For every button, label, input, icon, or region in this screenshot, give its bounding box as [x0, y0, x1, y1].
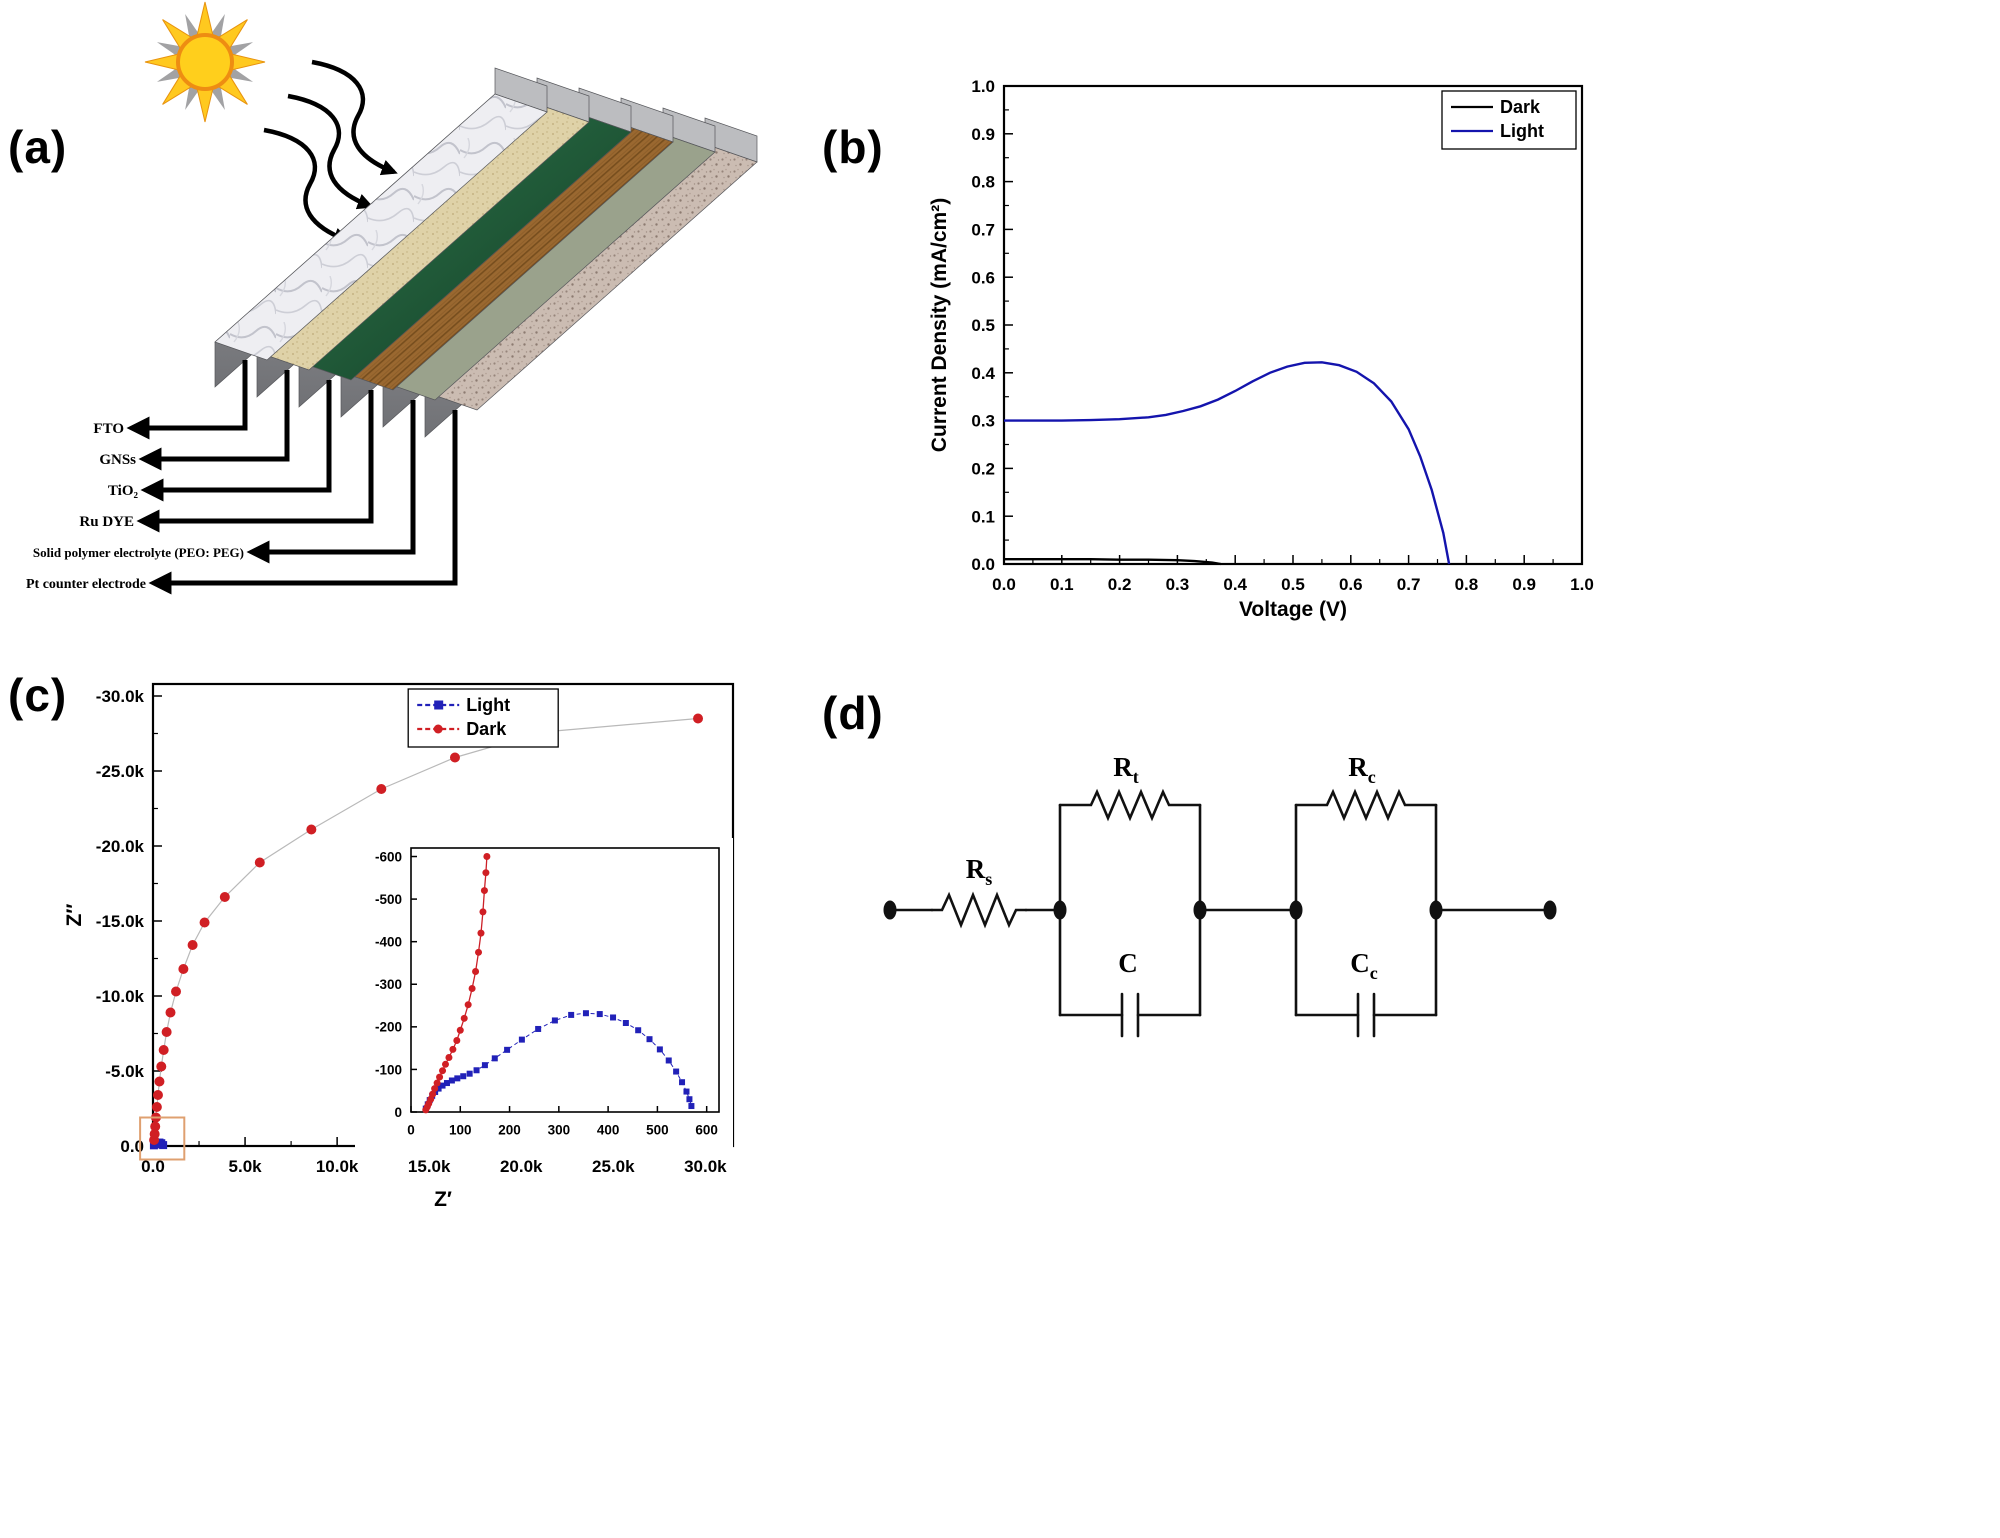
svg-text:-30.0k: -30.0k: [96, 687, 145, 706]
layer-label-rudye: Ru DYE: [79, 514, 134, 530]
svg-text:Voltage (V): Voltage (V): [1239, 598, 1347, 621]
label-rs: Rs: [966, 854, 993, 889]
svg-text:-25.0k: -25.0k: [96, 762, 145, 781]
layer-label-gns: GNSs: [99, 452, 136, 468]
panel-label-b: (b): [822, 121, 884, 173]
label-c: C: [1118, 948, 1138, 978]
svg-text:300: 300: [548, 1123, 571, 1138]
svg-text:0.0: 0.0: [971, 555, 995, 574]
svg-text:1.0: 1.0: [1570, 575, 1594, 594]
resistor-rs-icon: [930, 891, 1028, 929]
layer-label-pt: Pt counter electrode: [26, 577, 146, 592]
svg-text:0.6: 0.6: [971, 268, 995, 287]
svg-text:0.3: 0.3: [971, 412, 995, 431]
capacitor-cc-icon: [1356, 992, 1376, 1038]
svg-text:Light: Light: [466, 695, 510, 715]
layer-pointer-arrows: [126, 360, 458, 595]
nyquist-inset-chart: 0 100 200 300 400 500 600 0 -100 -200 -300 -400 -500…: [355, 838, 733, 1158]
label-rc: Rc: [1348, 752, 1376, 787]
panel-label-c: (c): [8, 669, 68, 721]
jv-curve-chart: 0.0 0.1 0.2 0.3 0.4 0.5 0.6 0.7 0.8 0.9 1.0 0.0 0.1 0…: [928, 77, 1594, 621]
svg-text:-500: -500: [375, 892, 402, 907]
circuit-nodes: [883, 900, 1557, 920]
svg-text:10.0k: 10.0k: [316, 1157, 359, 1176]
svg-text:0.8: 0.8: [971, 173, 995, 192]
svg-text:Z′: Z′: [434, 1188, 452, 1211]
svg-text:Current Density (mA/cm²): Current Density (mA/cm²): [928, 198, 951, 452]
panel-label-d: (d): [822, 687, 884, 739]
panel-label-a: (a): [8, 121, 68, 173]
capacitor-c-icon: [1120, 992, 1140, 1038]
svg-text:0.0: 0.0: [992, 575, 1016, 594]
svg-text:0.2: 0.2: [971, 460, 995, 479]
layer-label-fto: FTO: [93, 421, 124, 437]
svg-text:0.4: 0.4: [971, 364, 995, 383]
resistor-rt-icon: [1058, 788, 1202, 822]
equivalent-circuit-diagram: Rs Rt Rc C Cc: [883, 752, 1557, 1038]
svg-text:Light: Light: [1500, 121, 1544, 141]
svg-text:0.9: 0.9: [971, 125, 995, 144]
svg-text:0.6: 0.6: [1339, 575, 1363, 594]
svg-text:20.0k: 20.0k: [500, 1157, 543, 1176]
svg-text:200: 200: [498, 1123, 521, 1138]
svg-text:-100: -100: [375, 1062, 402, 1077]
svg-text:-300: -300: [375, 977, 402, 992]
svg-text:-5.0k: -5.0k: [105, 1062, 144, 1081]
svg-text:0.1: 0.1: [1050, 575, 1074, 594]
svg-text:0.0: 0.0: [141, 1157, 165, 1176]
svg-text:100: 100: [449, 1123, 472, 1138]
svg-text:-10.0k: -10.0k: [96, 987, 145, 1006]
svg-text:0.5: 0.5: [1281, 575, 1305, 594]
resistor-rc-icon: [1294, 788, 1438, 822]
label-cc: Cc: [1350, 948, 1378, 983]
svg-text:0.2: 0.2: [1108, 575, 1132, 594]
svg-text:Dark: Dark: [466, 719, 507, 739]
sunlight-arrows-icon: [263, 59, 398, 244]
svg-text:0: 0: [394, 1105, 402, 1120]
svg-text:0.8: 0.8: [1455, 575, 1479, 594]
svg-text:Z″: Z″: [63, 904, 86, 927]
svg-text:-20.0k: -20.0k: [96, 837, 145, 856]
svg-text:Dark: Dark: [1500, 97, 1541, 117]
svg-text:0.5: 0.5: [971, 316, 995, 335]
svg-text:-600: -600: [375, 849, 402, 864]
svg-text:400: 400: [597, 1123, 620, 1138]
svg-text:0: 0: [407, 1123, 415, 1138]
svg-text:-400: -400: [375, 935, 402, 950]
svg-text:0.7: 0.7: [971, 221, 995, 240]
label-rt: Rt: [1113, 752, 1139, 787]
sun-icon: [144, 1, 266, 123]
device-structure-schematic: FTO GNSs TiO₂ Ru DYE Solid polymer elect…: [26, 1, 758, 595]
svg-text:0.0: 0.0: [120, 1137, 144, 1156]
layer-slab-fto: [214, 67, 548, 388]
svg-text:25.0k: 25.0k: [592, 1157, 635, 1176]
svg-text:5.0k: 5.0k: [229, 1157, 263, 1176]
svg-text:0.4: 0.4: [1223, 575, 1247, 594]
layer-label-electrolyte: Solid polymer electrolyte (PEO: PEG): [33, 545, 244, 560]
svg-text:0.7: 0.7: [1397, 575, 1421, 594]
svg-text:-15.0k: -15.0k: [96, 912, 145, 931]
svg-text:15.0k: 15.0k: [408, 1157, 451, 1176]
svg-text:600: 600: [695, 1123, 718, 1138]
svg-text:-200: -200: [375, 1020, 402, 1035]
svg-text:1.0: 1.0: [971, 77, 995, 96]
layer-label-tio2: TiO₂: [108, 483, 139, 499]
svg-text:0.1: 0.1: [971, 507, 995, 526]
svg-text:0.3: 0.3: [1166, 575, 1190, 594]
svg-text:500: 500: [646, 1123, 669, 1138]
svg-text:0.9: 0.9: [1512, 575, 1536, 594]
svg-text:30.0k: 30.0k: [684, 1157, 727, 1176]
